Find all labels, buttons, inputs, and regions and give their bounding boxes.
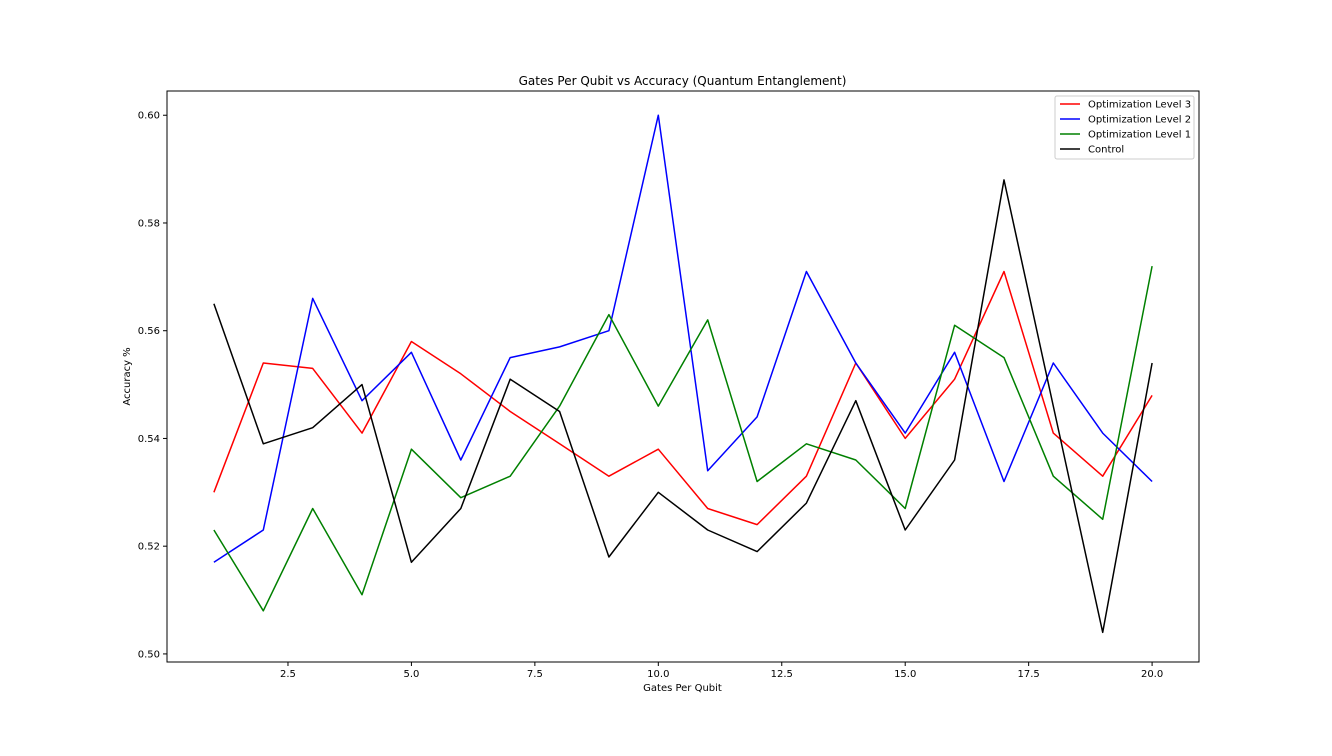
y-axis-label: Accuracy % [122, 347, 133, 405]
y-tick-label: 0.60 [138, 111, 160, 122]
legend-label-4: Control [1088, 145, 1124, 156]
x-tick-label: 5.0 [403, 669, 419, 680]
legend-box [1054, 95, 1195, 160]
x-tick-label: 15.0 [894, 669, 916, 680]
series-layer [213, 114, 1153, 634]
x-tick-label: 17.5 [1018, 669, 1040, 680]
series-line-3 [213, 265, 1153, 612]
x-tick-label: 7.5 [527, 669, 543, 680]
chart-title: Gates Per Qubit vs Accuracy (Quantum Ent… [519, 74, 847, 88]
x-tick-label: 10.0 [647, 669, 669, 680]
y-tick-label: 0.56 [138, 326, 160, 337]
y-tick-label: 0.50 [138, 649, 160, 660]
x-tick-label: 20.0 [1141, 669, 1163, 680]
x-axis-label: Gates Per Qubit [643, 683, 722, 694]
legend: Optimization Level 3 Optimization Level 2… [1054, 95, 1195, 160]
y-axis: 0.50 0.52 0.54 0.56 0.58 0.60 [138, 111, 167, 660]
legend-label-1: Optimization Level 3 [1088, 100, 1191, 111]
series-line-1 [213, 270, 1153, 526]
y-tick-label: 0.58 [138, 218, 160, 229]
legend-label-3: Optimization Level 1 [1088, 130, 1191, 141]
legend-label-2: Optimization Level 2 [1088, 115, 1191, 126]
y-tick-label: 0.54 [138, 434, 160, 445]
x-tick-label: 12.5 [771, 669, 793, 680]
x-tick-label: 2.5 [280, 669, 296, 680]
y-tick-label: 0.52 [138, 542, 160, 553]
series-line-4 [213, 179, 1153, 634]
plot-area-frame [166, 90, 1200, 663]
x-axis: 2.5 5.0 7.5 10.0 12.5 15.0 17.5 20.0 [280, 662, 1163, 680]
series-line-2 [213, 114, 1153, 563]
